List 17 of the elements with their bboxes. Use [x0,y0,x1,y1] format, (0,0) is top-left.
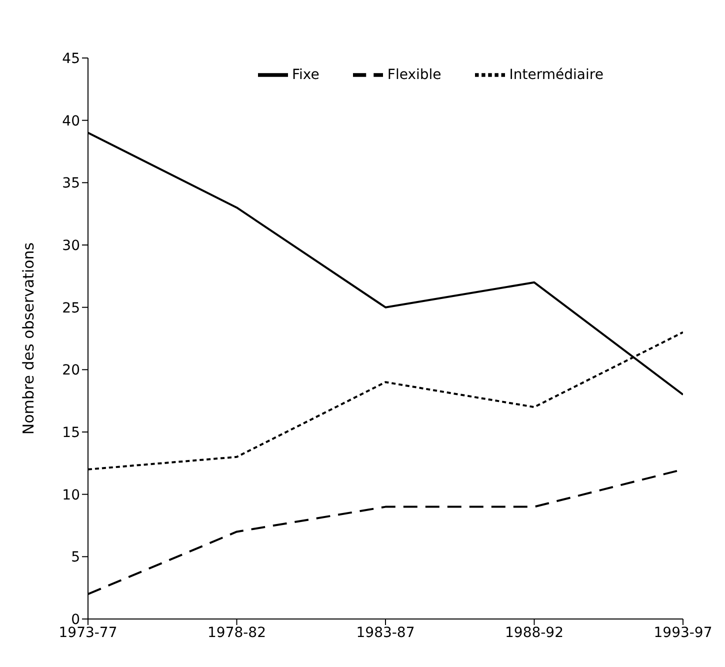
x-tick-label: 1978-82 [208,624,266,641]
y-tick-label: 40 [62,113,80,130]
x-tick-label: 1993-97 [654,624,712,641]
y-tick-label: 15 [62,424,80,441]
legend-label: Intermédiaire [509,67,604,84]
y-tick-label: 45 [62,50,80,67]
y-tick-label: 10 [62,487,80,504]
y-tick-label: 20 [62,362,80,379]
x-tick-label: 1983-87 [356,624,415,641]
x-tick-label: 1988-92 [505,624,564,641]
y-tick-label: 35 [62,176,80,192]
y-tick-label: 5 [71,550,80,566]
y-tick-label: 25 [62,300,80,316]
y-tick-label: 30 [62,238,80,254]
legend-label: Fixe [292,67,320,84]
y-axis-title: Nombre des observations [19,242,38,435]
legend-label: Flexible [387,67,442,84]
